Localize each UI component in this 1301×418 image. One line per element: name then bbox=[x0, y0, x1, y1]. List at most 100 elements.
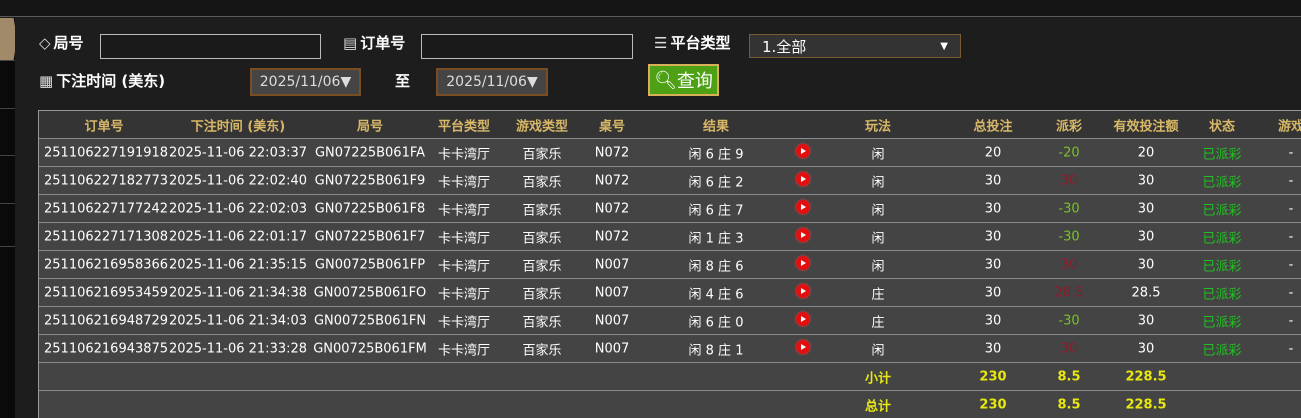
cell-order-id: 251106216953459 bbox=[44, 285, 169, 300]
cell-bet-time: 2025-11-06 21:34:03 bbox=[168, 313, 308, 328]
platform-label: ☰ 平台类型 bbox=[654, 33, 731, 53]
cell-play-type: 闲 bbox=[871, 203, 885, 218]
cell-order-id: 251106216948729 bbox=[44, 313, 169, 328]
cell-total-bet: 30 bbox=[984, 257, 1002, 272]
cell-platform: 卡卡湾厅 bbox=[437, 259, 491, 274]
cell-valid-bet: 30 bbox=[1137, 201, 1155, 216]
subtotal-payout: 8.5 bbox=[1057, 369, 1081, 384]
cell-valid-bet: 30 bbox=[1137, 313, 1155, 328]
cell-bet-time: 2025-11-06 22:01:17 bbox=[168, 229, 308, 244]
order-input[interactable] bbox=[421, 34, 633, 59]
table-row: 251106216948729 2025-11-06 21:34:03 GN0072… bbox=[39, 306, 1301, 334]
cell-table-no: N072 bbox=[594, 201, 630, 216]
cell-result: 闲 8 庄 1 bbox=[688, 343, 744, 358]
cell-extra: - bbox=[1288, 173, 1294, 188]
table-row: 251106227191918 2025-11-06 22:03:37 GN0722… bbox=[39, 138, 1301, 166]
subtotal-row: 小计 230 8.5 228.5 bbox=[39, 362, 1301, 390]
cell-status: 已派彩 bbox=[1202, 287, 1242, 302]
cell-payout: -30 bbox=[1058, 313, 1080, 328]
table-row: 251106216958366 2025-11-06 21:35:15 GN0072… bbox=[39, 250, 1301, 278]
time-label: ▦ 下注时间 (美东) bbox=[39, 71, 166, 91]
play-video-icon[interactable] bbox=[796, 339, 810, 358]
play-video-icon[interactable] bbox=[796, 171, 810, 190]
cell-extra: - bbox=[1288, 145, 1294, 160]
cell-round-id: GN00725B061FM bbox=[313, 341, 427, 356]
cell-result: 闲 6 庄 0 bbox=[688, 315, 744, 330]
col-play: 玩法 bbox=[864, 119, 892, 134]
cell-total-bet: 20 bbox=[984, 145, 1002, 160]
col-game: 游戏类型 bbox=[515, 119, 569, 134]
play-video-icon[interactable] bbox=[796, 199, 810, 218]
play-video-icon[interactable] bbox=[796, 311, 810, 330]
search-button[interactable]: 🔍︎ 查询 bbox=[648, 64, 719, 96]
cell-table-no: N007 bbox=[594, 313, 630, 328]
col-valid: 有效投注额 bbox=[1113, 119, 1179, 134]
cell-round-id: GN07225B061FA bbox=[314, 145, 426, 160]
col-payout: 派彩 bbox=[1055, 119, 1083, 134]
sidebar-active-tab[interactable] bbox=[0, 18, 17, 60]
total-bet: 230 bbox=[979, 397, 1007, 412]
cell-bet-time: 2025-11-06 21:34:38 bbox=[168, 285, 308, 300]
cell-play-type: 庄 bbox=[871, 287, 885, 302]
orders-table: 订单号 下注时间 (美东) 局号 平台类型 游戏类型 桌号 结果 玩法 总投注 … bbox=[38, 110, 1301, 418]
cell-extra: - bbox=[1288, 313, 1294, 328]
cell-status: 已派彩 bbox=[1202, 175, 1242, 190]
cell-game-type: 百家乐 bbox=[522, 287, 562, 302]
top-bar bbox=[0, 0, 1301, 17]
cell-total-bet: 30 bbox=[984, 313, 1002, 328]
cell-round-id: GN07225B061F9 bbox=[314, 173, 426, 188]
table-row: 251106227177242 2025-11-06 22:02:03 GN0722… bbox=[39, 194, 1301, 222]
cell-order-id: 251106216958366 bbox=[44, 257, 169, 272]
cell-valid-bet: 30 bbox=[1137, 341, 1155, 356]
cell-bet-time: 2025-11-06 22:02:40 bbox=[168, 173, 308, 188]
cell-play-type: 闲 bbox=[871, 259, 885, 274]
cell-valid-bet: 20 bbox=[1137, 145, 1155, 160]
tag-icon: ◇ bbox=[39, 33, 51, 52]
cell-total-bet: 30 bbox=[984, 285, 1002, 300]
cell-valid-bet: 30 bbox=[1137, 257, 1155, 272]
cell-payout: 28.5 bbox=[1054, 285, 1084, 300]
cell-total-bet: 30 bbox=[984, 173, 1002, 188]
cell-order-id: 251106216943875 bbox=[44, 341, 169, 356]
col-platform: 平台类型 bbox=[437, 119, 491, 134]
round-label: ◇ 局号 bbox=[39, 33, 84, 53]
total-valid: 228.5 bbox=[1125, 397, 1167, 412]
search-icon: 🔍︎ bbox=[654, 69, 677, 91]
cell-payout: 30 bbox=[1060, 173, 1078, 188]
platform-select[interactable]: 1.全部 ▼ bbox=[749, 34, 961, 58]
chevron-down-icon: ▼ bbox=[940, 40, 948, 52]
round-input[interactable] bbox=[100, 34, 321, 59]
col-extra: 游戏 bbox=[1277, 119, 1301, 134]
col-table: 桌号 bbox=[598, 119, 626, 134]
cell-round-id: GN00725B061FN bbox=[313, 313, 427, 328]
cell-status: 已派彩 bbox=[1202, 259, 1242, 274]
cell-table-no: N072 bbox=[594, 145, 630, 160]
total-label: 总计 bbox=[864, 399, 892, 414]
table-row: 251106216953459 2025-11-06 21:34:38 GN0072… bbox=[39, 278, 1301, 306]
cell-table-no: N007 bbox=[594, 341, 630, 356]
cell-extra: - bbox=[1288, 285, 1294, 300]
table-row: 251106227182773 2025-11-06 22:02:40 GN0722… bbox=[39, 166, 1301, 194]
cell-order-id: 251106227171308 bbox=[44, 229, 169, 244]
cell-game-type: 百家乐 bbox=[522, 231, 562, 246]
cell-play-type: 闲 bbox=[871, 175, 885, 190]
play-video-icon[interactable] bbox=[796, 283, 810, 302]
play-video-icon[interactable] bbox=[796, 143, 810, 162]
cell-table-no: N007 bbox=[594, 285, 630, 300]
date-from-picker[interactable]: 2025/11/06▼ bbox=[250, 68, 361, 96]
cell-bet-time: 2025-11-06 21:35:15 bbox=[168, 257, 308, 272]
cell-platform: 卡卡湾厅 bbox=[437, 203, 491, 218]
cell-result: 闲 1 庄 3 bbox=[688, 231, 744, 246]
cell-valid-bet: 30 bbox=[1137, 173, 1155, 188]
table-row: 251106227171308 2025-11-06 22:01:17 GN0722… bbox=[39, 222, 1301, 250]
cell-valid-bet: 30 bbox=[1137, 229, 1155, 244]
cell-table-no: N007 bbox=[594, 257, 630, 272]
cell-game-type: 百家乐 bbox=[522, 343, 562, 358]
date-to-picker[interactable]: 2025/11/06▼ bbox=[436, 68, 548, 96]
table-header: 订单号 下注时间 (美东) 局号 平台类型 游戏类型 桌号 结果 玩法 总投注 … bbox=[39, 110, 1301, 138]
play-video-icon[interactable] bbox=[796, 227, 810, 246]
play-video-icon[interactable] bbox=[796, 255, 810, 274]
cell-payout: 30 bbox=[1060, 341, 1078, 356]
col-order: 订单号 bbox=[84, 119, 124, 134]
cell-platform: 卡卡湾厅 bbox=[437, 287, 491, 302]
